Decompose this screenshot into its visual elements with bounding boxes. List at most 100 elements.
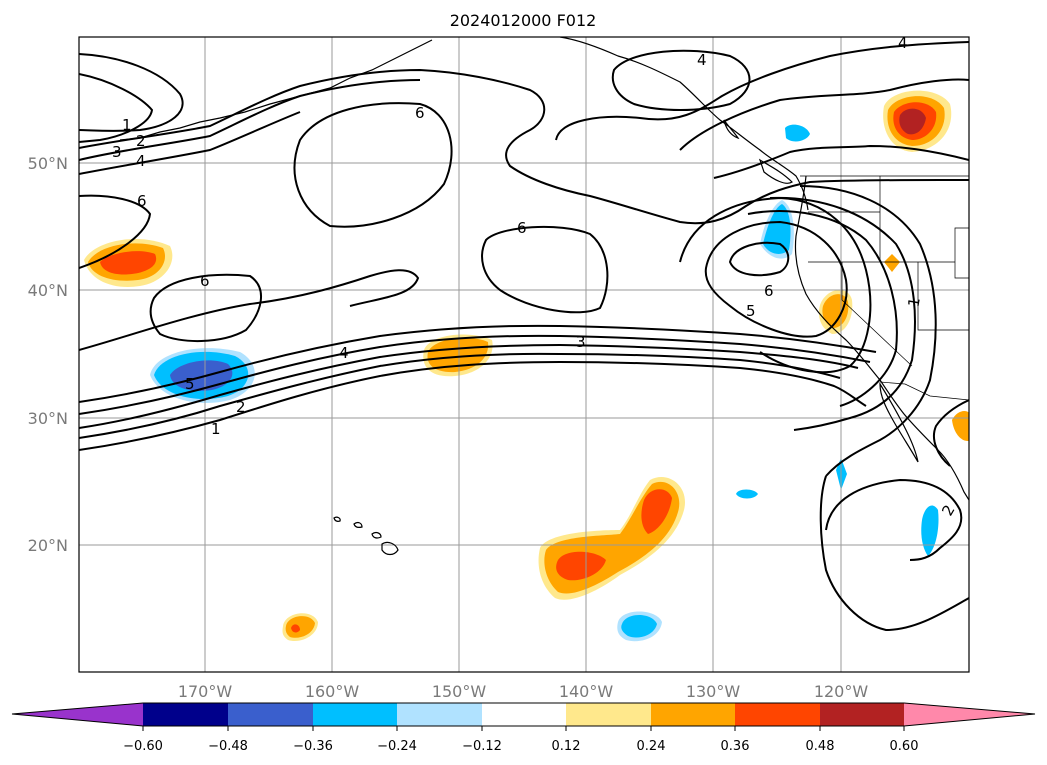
- contour-label: 3: [576, 333, 586, 351]
- contour-south-loop: [819, 475, 969, 632]
- positive-blob-small-south: [282, 613, 318, 642]
- colorbar-segment-1: [143, 703, 228, 726]
- colorbar-segment-5: [482, 703, 566, 726]
- colorbar-tick-label: −0.24: [377, 739, 417, 754]
- shaded-fields: [84, 90, 969, 642]
- vancouver-island: [758, 158, 793, 184]
- colorbar-segment-7: [651, 703, 735, 726]
- colorbar-segment-10: [904, 703, 1035, 726]
- contour-label: 6: [415, 104, 425, 122]
- contour-label: 2: [136, 132, 146, 150]
- contour-label: 5: [746, 302, 756, 320]
- contour-low-ring-4: [747, 210, 898, 407]
- baja-peninsula: [879, 381, 919, 463]
- colorbar-segment-6: [566, 703, 651, 726]
- queen-charlotte-islands: [723, 119, 740, 140]
- hawaii-big-island: [381, 541, 399, 556]
- lat-label-20n: 20°N: [28, 536, 68, 555]
- contour-jet-4: [79, 334, 871, 415]
- lon-label-130w: 130°W: [686, 682, 741, 701]
- contour-label: 1: [904, 296, 923, 309]
- contour-label: 3: [112, 143, 122, 161]
- contour-ridge-1: [713, 144, 969, 179]
- contour-north-4: [79, 79, 421, 161]
- positive-blob-northeast: [883, 90, 952, 152]
- lat-label-40n: 40°N: [28, 281, 68, 300]
- colorbar-segment-4: [397, 703, 482, 726]
- contour-low-ring-5: [769, 196, 916, 431]
- contour-6-ring-d: [79, 194, 152, 269]
- contour-jet-5: [79, 324, 877, 403]
- colorbar-segment-2: [228, 703, 313, 726]
- colorbar-tick-labels: −0.60 −0.48 −0.36 −0.24 −0.12 0.12 0.24 …: [123, 739, 918, 754]
- alaska-coast: [559, 37, 809, 211]
- colorbar-ticks: [142, 726, 905, 731]
- colorbar-tick-label: 0.48: [806, 739, 835, 754]
- colorbar-segment-0: [12, 703, 143, 726]
- positive-blob-150w: [423, 334, 493, 377]
- contour-label: 4: [898, 34, 908, 52]
- lon-label-170w: 170°W: [178, 682, 233, 701]
- contour-jet-2: [79, 352, 841, 439]
- positive-blob-west: [84, 238, 173, 287]
- positive-blob-california: [818, 289, 853, 334]
- colorbar: −0.60 −0.48 −0.36 −0.24 −0.12 0.12 0.24 …: [11, 702, 1036, 754]
- negative-blob-west: [150, 348, 255, 403]
- map-panel: 1 2 3 4 6 6 6 6 4 4 4 5 2 1 3 6 5 1 2: [79, 34, 969, 672]
- us-mexico-border: [879, 381, 969, 401]
- negative-dot: [736, 489, 758, 499]
- map-frame: [78, 36, 970, 673]
- contour-4-alaska: [611, 49, 751, 111]
- colorbar-segment-9: [820, 703, 904, 726]
- contour-label: 4: [339, 344, 349, 362]
- colorbar-tick-label: 0.60: [890, 739, 919, 754]
- contour-ridge-2: [679, 78, 969, 151]
- contour-north-1: [79, 53, 184, 132]
- contour-label: 6: [764, 282, 774, 300]
- oahu: [353, 521, 363, 528]
- contour-low-ring-3: [679, 196, 872, 374]
- contour-6-ring-a: [293, 102, 453, 228]
- contour-low-ring-2: [704, 220, 848, 338]
- kauai: [333, 516, 341, 522]
- maui: [371, 531, 382, 539]
- contour-north-2: [79, 73, 154, 143]
- colorbar-tick-label: −0.12: [462, 739, 502, 754]
- longitude-labels: 170°W 160°W 150°W 140°W 130°W 120°W: [178, 682, 869, 701]
- contour-label: 4: [136, 152, 146, 170]
- negative-blob-bc: [785, 124, 810, 142]
- contour-label: 5: [185, 375, 195, 393]
- contour-label: 6: [517, 219, 527, 237]
- contour-label: 2: [236, 398, 246, 416]
- colorbar-segment-8: [735, 703, 820, 726]
- colorbar-tick-label: 0.24: [637, 739, 666, 754]
- contour-jet-3: [79, 343, 859, 429]
- lon-label-120w: 120°W: [814, 682, 869, 701]
- negative-blob-pnw: [760, 200, 794, 259]
- lat-label-50n: 50°N: [28, 154, 68, 173]
- contour-low-ring-1: [728, 241, 790, 277]
- negative-blob-small-south: [617, 611, 662, 642]
- contour-6-ring-b: [481, 225, 609, 314]
- contour-label: 1: [211, 420, 221, 438]
- contour-label: 6: [200, 272, 210, 290]
- aleutian-islands: [119, 39, 433, 141]
- lat-label-30n: 30°N: [28, 409, 68, 428]
- contour-jet-1: [79, 360, 867, 451]
- contour-label: 4: [697, 51, 707, 69]
- lon-label-140w: 140°W: [559, 682, 614, 701]
- lon-label-150w: 150°W: [432, 682, 487, 701]
- contour-ridge-3: [555, 41, 969, 141]
- contour-west-3: [79, 269, 420, 351]
- gridlines: [79, 37, 969, 672]
- positive-diamond-nevada: [884, 254, 900, 272]
- colorbar-tick-label: 0.36: [721, 739, 750, 754]
- contour-north-5: [79, 111, 301, 175]
- contour-lines: [79, 41, 969, 632]
- positive-blob-central: [538, 476, 686, 600]
- negative-sliver-mexico: [921, 505, 939, 556]
- lon-label-160w: 160°W: [305, 682, 360, 701]
- map-title: 2024012000 F012: [450, 11, 597, 30]
- colorbar-segment-3: [313, 703, 397, 726]
